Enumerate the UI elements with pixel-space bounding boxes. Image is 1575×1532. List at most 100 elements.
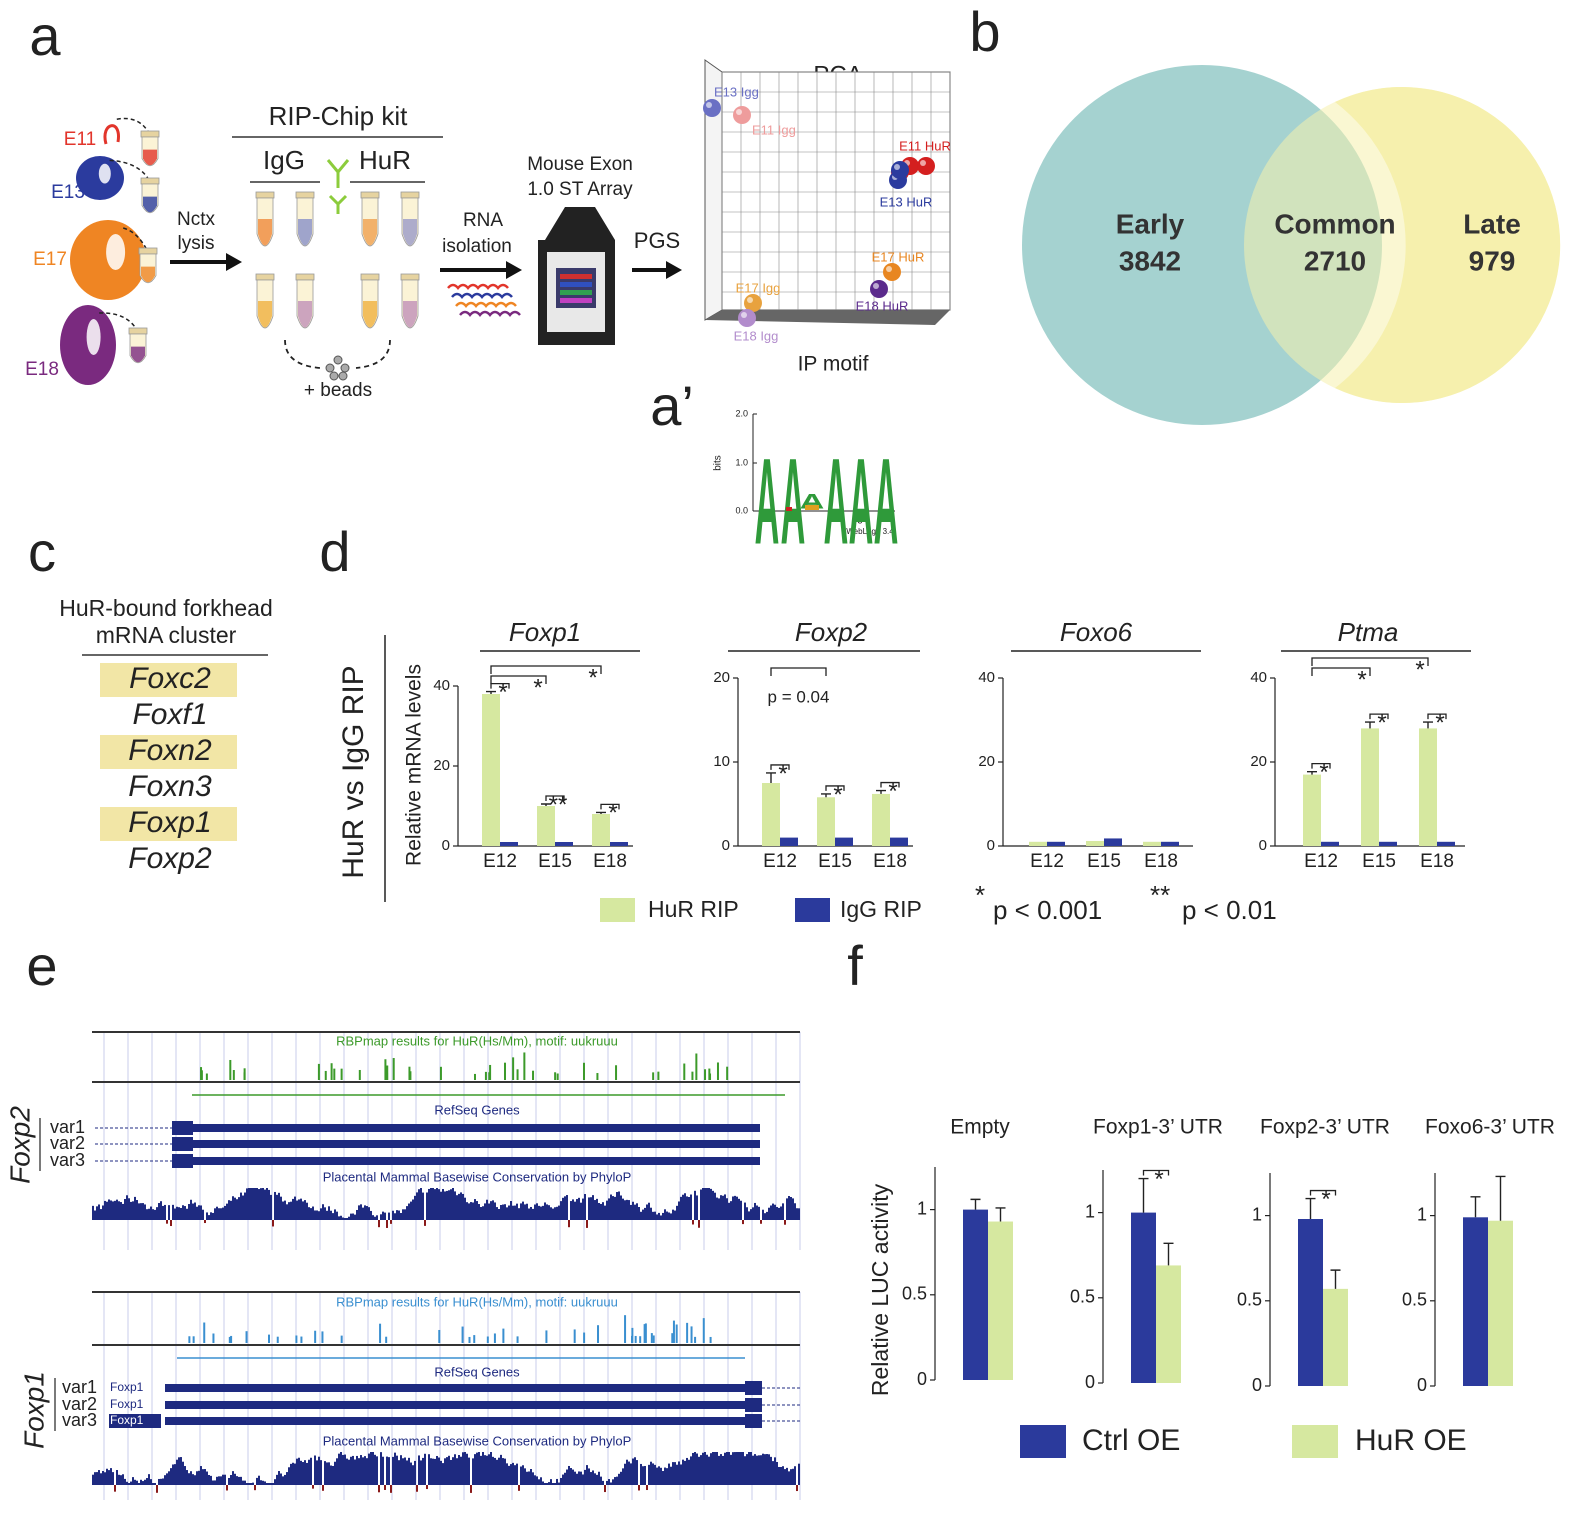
sig-bracket bbox=[825, 785, 845, 791]
sig-bracket bbox=[880, 781, 900, 788]
conservation bbox=[302, 1201, 304, 1220]
conservation bbox=[346, 1458, 348, 1485]
conservation bbox=[712, 1190, 714, 1220]
conservation bbox=[600, 1476, 602, 1485]
brain-ventricle bbox=[86, 319, 101, 355]
conservation bbox=[542, 1205, 544, 1220]
stage-label: E13 bbox=[51, 182, 85, 203]
conservation bbox=[296, 1200, 298, 1220]
venn-count: 2710 bbox=[1304, 245, 1366, 276]
bar bbox=[1161, 841, 1179, 846]
conservation bbox=[282, 1201, 284, 1220]
conservation bbox=[176, 1206, 178, 1220]
conservation bbox=[210, 1212, 212, 1220]
motif-hit bbox=[683, 1063, 686, 1080]
motif-hit bbox=[652, 1335, 655, 1343]
conservation bbox=[746, 1207, 748, 1220]
conservation bbox=[266, 1188, 268, 1220]
conservation bbox=[184, 1206, 186, 1220]
motif-hit bbox=[321, 1331, 324, 1343]
conservation bbox=[618, 1473, 620, 1485]
conservation bbox=[232, 1196, 234, 1220]
conservation bbox=[522, 1201, 524, 1220]
conservation bbox=[128, 1198, 130, 1220]
conservation bbox=[456, 1195, 458, 1220]
error-bar bbox=[1365, 721, 1375, 729]
conservation bbox=[734, 1195, 736, 1220]
conservation bbox=[186, 1470, 188, 1485]
conservation bbox=[770, 1205, 772, 1220]
conservation bbox=[662, 1471, 664, 1485]
conservation bbox=[172, 1204, 174, 1220]
conservation bbox=[654, 1464, 656, 1485]
conservation bbox=[382, 1456, 384, 1485]
y-tick-label: 40 bbox=[978, 669, 995, 686]
bar bbox=[482, 694, 500, 846]
conservation bbox=[586, 1465, 588, 1485]
bar bbox=[610, 842, 628, 846]
conservation bbox=[720, 1195, 722, 1220]
conservation bbox=[364, 1205, 366, 1220]
conservation bbox=[172, 1464, 174, 1485]
conservation bbox=[98, 1470, 100, 1485]
conservation bbox=[300, 1198, 302, 1220]
conservation bbox=[416, 1192, 418, 1220]
conservation bbox=[690, 1456, 692, 1485]
conservation bbox=[662, 1212, 664, 1220]
track-title: RBPmap results for HuR(Hs/Mm), motif: uu… bbox=[336, 1033, 618, 1048]
conservation bbox=[700, 1189, 702, 1220]
note-mark: * bbox=[975, 880, 985, 910]
conservation bbox=[408, 1203, 410, 1220]
conservation bbox=[688, 1459, 690, 1485]
conservation bbox=[704, 1452, 706, 1485]
conservation bbox=[328, 1206, 330, 1220]
tube-liquid bbox=[363, 301, 377, 328]
motif-hit bbox=[243, 1068, 246, 1080]
x-tick-label: E18 bbox=[1420, 851, 1454, 872]
rna-strand bbox=[447, 283, 509, 290]
motif-hit bbox=[192, 1336, 195, 1343]
conservation bbox=[532, 1472, 534, 1485]
y-tick-label: 1 bbox=[1085, 1201, 1095, 1221]
conservation bbox=[188, 1473, 190, 1485]
bar bbox=[1379, 841, 1397, 846]
conservation bbox=[468, 1203, 470, 1220]
conservation bbox=[740, 1200, 742, 1220]
conservation bbox=[370, 1452, 372, 1485]
legend-label: HuR OE bbox=[1355, 1424, 1467, 1457]
conservation bbox=[510, 1201, 512, 1220]
conservation bbox=[284, 1474, 286, 1485]
conservation bbox=[246, 1188, 248, 1220]
conservation bbox=[344, 1454, 346, 1485]
conservation bbox=[106, 1201, 108, 1220]
bar bbox=[1488, 1220, 1513, 1386]
conservation bbox=[790, 1469, 792, 1485]
conservation bbox=[602, 1480, 604, 1485]
conservation bbox=[462, 1452, 464, 1485]
conservation bbox=[476, 1452, 478, 1485]
venn-label: Late bbox=[1463, 208, 1521, 239]
error-bar bbox=[1330, 1269, 1341, 1289]
conservation bbox=[436, 1455, 438, 1485]
conservation bbox=[594, 1200, 596, 1220]
conservation bbox=[660, 1215, 662, 1220]
motif-hit bbox=[300, 1336, 303, 1343]
conservation bbox=[146, 1209, 148, 1220]
motif-hit bbox=[708, 1068, 711, 1080]
conservation bbox=[198, 1470, 200, 1485]
gene-highlight bbox=[100, 807, 237, 841]
tube-cap bbox=[400, 191, 420, 199]
conservation bbox=[654, 1211, 656, 1220]
variant-label: var2 bbox=[50, 1133, 85, 1153]
motif-hit bbox=[385, 1065, 388, 1080]
y-tick-label: 0 bbox=[722, 837, 730, 854]
exon bbox=[193, 1140, 760, 1148]
sig-label: * bbox=[1154, 1166, 1163, 1193]
logo-minor bbox=[786, 507, 792, 511]
sig-label: * bbox=[1377, 709, 1386, 736]
motif-hit bbox=[473, 1073, 476, 1080]
conservation bbox=[678, 1201, 680, 1220]
motif-hit bbox=[671, 1333, 674, 1343]
conservation bbox=[696, 1195, 698, 1220]
conservation bbox=[666, 1468, 668, 1485]
